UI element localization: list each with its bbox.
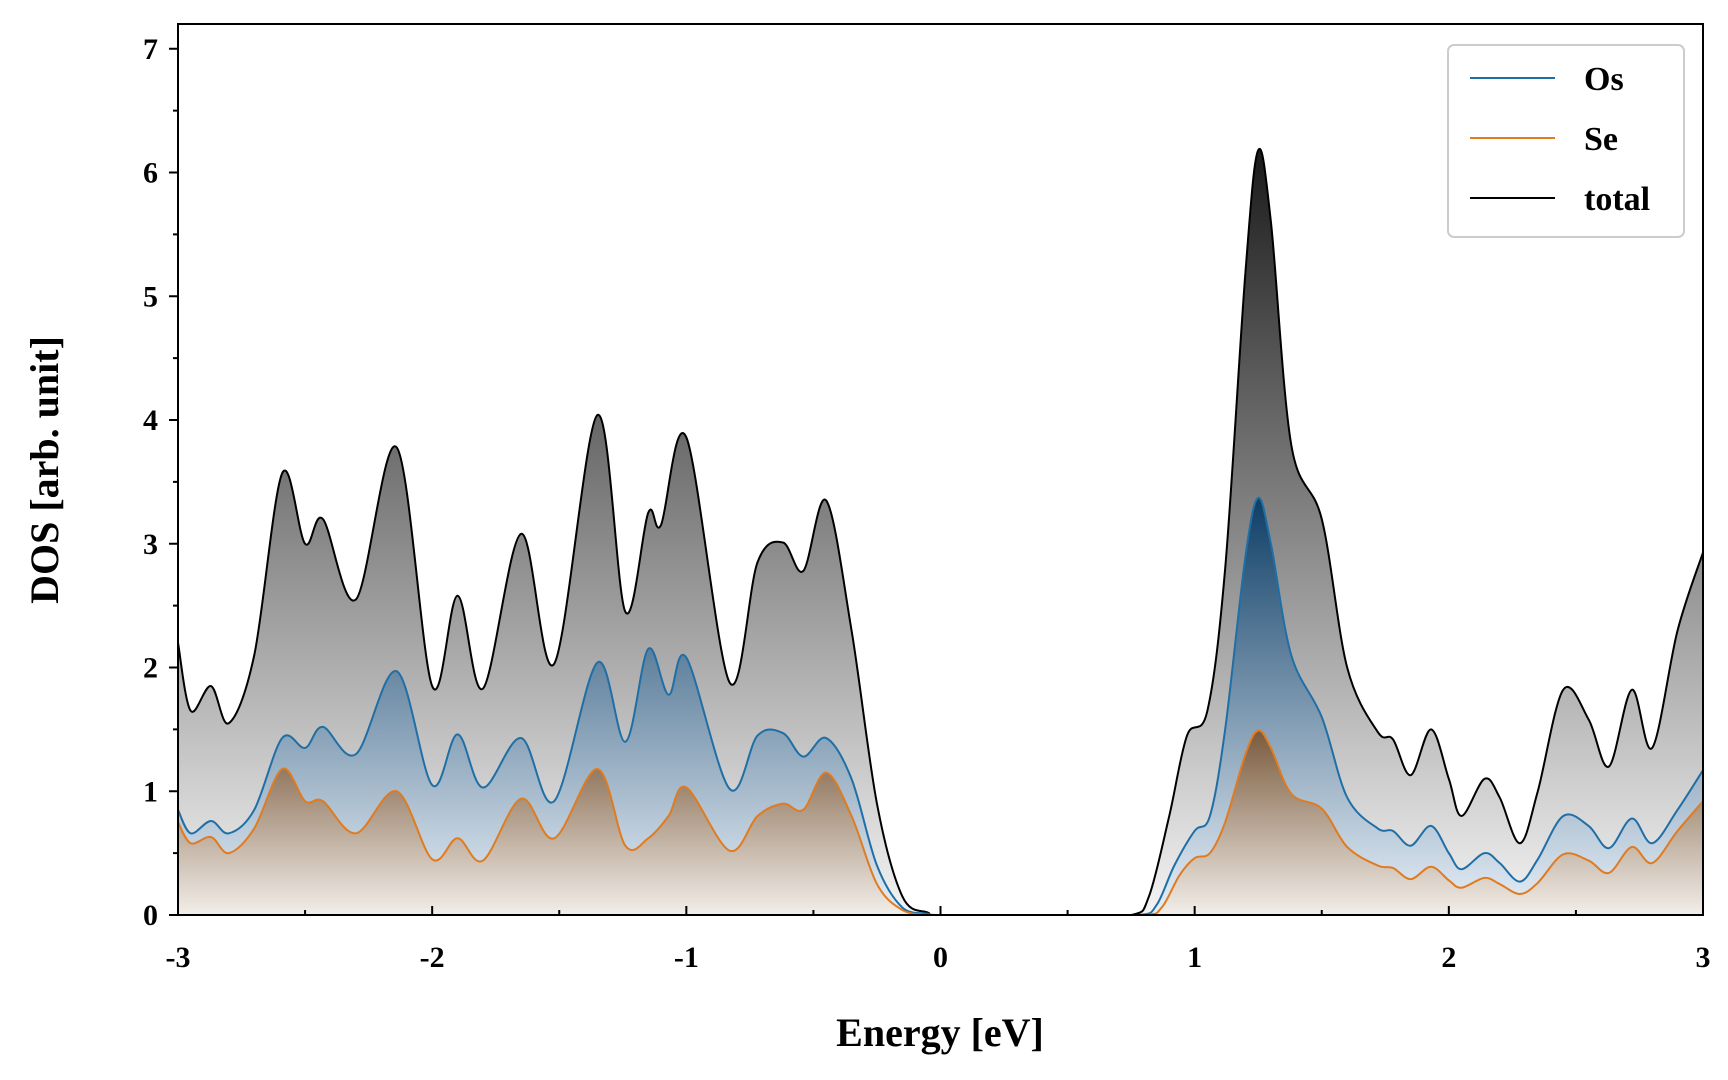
x-axis: -3 -2 -1 0 1 2 3	[166, 906, 1711, 974]
x-tick-label: 1	[1187, 941, 1202, 974]
total-line	[178, 147, 1703, 915]
legend-label-se: Se	[1584, 121, 1618, 158]
x-tick-label: -2	[420, 941, 445, 974]
y-axis: 0 1 2 3 4 5 6 7	[143, 33, 178, 932]
x-tick-label: 3	[1696, 941, 1711, 974]
se-line	[178, 729, 1703, 915]
x-tick-label: 0	[933, 941, 948, 974]
y-axis-title: DOS [arb. unit]	[22, 336, 67, 604]
legend-box	[1447, 44, 1685, 238]
y-tick-label: 7	[143, 33, 158, 66]
x-tick-label: 2	[1441, 941, 1456, 974]
y-tick-label: 0	[143, 899, 158, 932]
y-tick-label: 1	[143, 775, 158, 808]
x-tick-label: -3	[166, 941, 191, 974]
legend-label-os: Os	[1584, 61, 1624, 98]
legend-label-total: total	[1584, 181, 1650, 218]
y-tick-label: 2	[143, 652, 158, 685]
y-tick-label: 6	[143, 157, 158, 190]
x-axis-title: Energy [eV]	[836, 1010, 1044, 1055]
y-tick-label: 5	[143, 280, 158, 313]
series-layer	[178, 147, 1703, 915]
y-tick-label: 4	[143, 404, 158, 437]
legend: Os Se total	[1447, 44, 1685, 238]
se-area	[178, 730, 1703, 915]
y-tick-label: 3	[143, 528, 158, 561]
x-tick-label: -1	[674, 941, 699, 974]
